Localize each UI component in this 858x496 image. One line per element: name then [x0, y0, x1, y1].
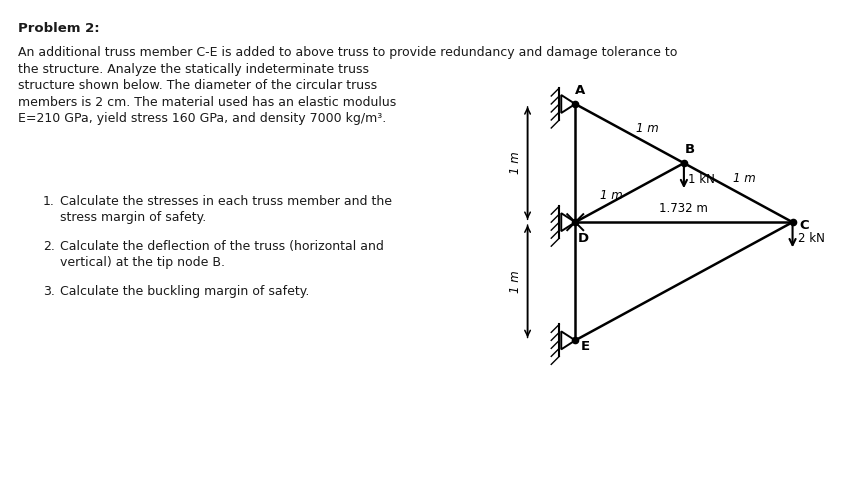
Text: the structure. Analyze the statically indeterminate truss: the structure. Analyze the statically in… — [18, 62, 369, 75]
Text: vertical) at the tip node B.: vertical) at the tip node B. — [60, 256, 225, 269]
Text: Calculate the buckling margin of safety.: Calculate the buckling margin of safety. — [60, 285, 310, 298]
Text: 1 m: 1 m — [636, 122, 659, 135]
Text: Calculate the deflection of the truss (horizontal and: Calculate the deflection of the truss (h… — [60, 240, 384, 253]
Text: 1.: 1. — [43, 195, 55, 208]
Text: C: C — [800, 219, 809, 232]
Text: 1 kN: 1 kN — [688, 174, 715, 186]
Text: E=210 GPa, yield stress 160 GPa, and density 7000 kg/m³.: E=210 GPa, yield stress 160 GPa, and den… — [18, 112, 386, 125]
Text: D: D — [577, 232, 589, 245]
Text: An additional truss member C-E is added to above truss to provide redundancy and: An additional truss member C-E is added … — [18, 46, 677, 59]
Text: 1 m: 1 m — [601, 189, 623, 202]
Text: 1 m: 1 m — [509, 270, 522, 293]
Text: 2.: 2. — [43, 240, 55, 253]
Text: 1 m: 1 m — [733, 172, 756, 185]
Text: structure shown below. The diameter of the circular truss: structure shown below. The diameter of t… — [18, 79, 378, 92]
Text: B: B — [685, 142, 695, 156]
Text: Problem 2:: Problem 2: — [18, 22, 100, 35]
Text: A: A — [575, 83, 585, 97]
Text: 3.: 3. — [43, 285, 55, 298]
Text: 1 m: 1 m — [509, 152, 522, 175]
Text: E: E — [581, 340, 589, 353]
Text: Calculate the stresses in each truss member and the: Calculate the stresses in each truss mem… — [60, 195, 392, 208]
Text: 2 kN: 2 kN — [798, 233, 825, 246]
Text: members is 2 cm. The material used has an elastic modulus: members is 2 cm. The material used has a… — [18, 96, 396, 109]
Text: 1.732 m: 1.732 m — [660, 202, 709, 215]
Text: stress margin of safety.: stress margin of safety. — [60, 211, 206, 224]
